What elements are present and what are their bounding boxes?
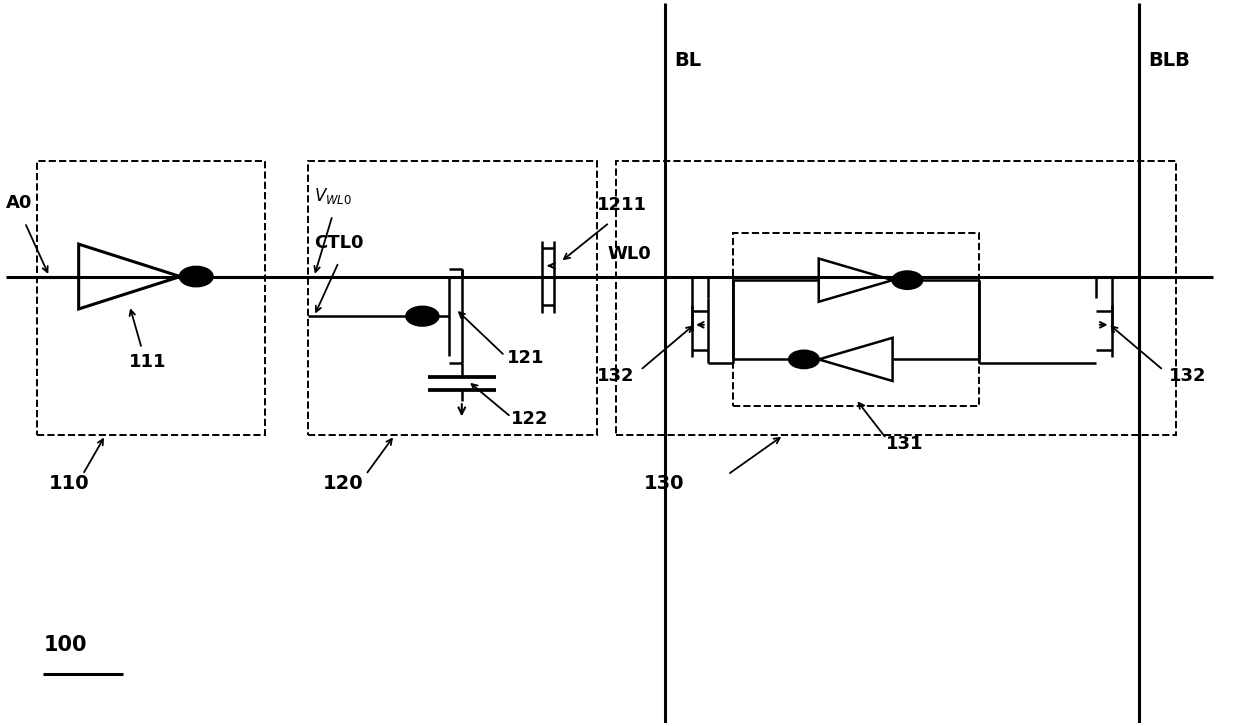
Circle shape [407, 307, 439, 325]
Text: 132: 132 [596, 367, 635, 385]
Bar [733, 233, 978, 407]
Bar [615, 161, 1176, 435]
Text: 100: 100 [43, 635, 87, 655]
Circle shape [893, 272, 923, 289]
Text: 120: 120 [322, 474, 363, 493]
Circle shape [180, 267, 212, 286]
Text: 121: 121 [507, 349, 544, 367]
Text: BLB: BLB [1148, 51, 1190, 70]
Text: A0: A0 [5, 194, 32, 212]
Text: 132: 132 [1169, 367, 1207, 385]
Text: BL: BL [675, 51, 702, 70]
Bar [308, 161, 598, 435]
Text: 130: 130 [644, 474, 684, 493]
Text: 111: 111 [129, 353, 166, 370]
Text: 122: 122 [511, 410, 548, 428]
Text: $V_{WL0}$: $V_{WL0}$ [314, 186, 351, 206]
Text: 110: 110 [48, 474, 89, 493]
Text: WL0: WL0 [608, 245, 651, 263]
Bar [37, 161, 265, 435]
Text: 1211: 1211 [596, 195, 647, 213]
Text: CTL0: CTL0 [314, 234, 363, 252]
Circle shape [789, 351, 818, 368]
Text: 131: 131 [887, 436, 924, 454]
